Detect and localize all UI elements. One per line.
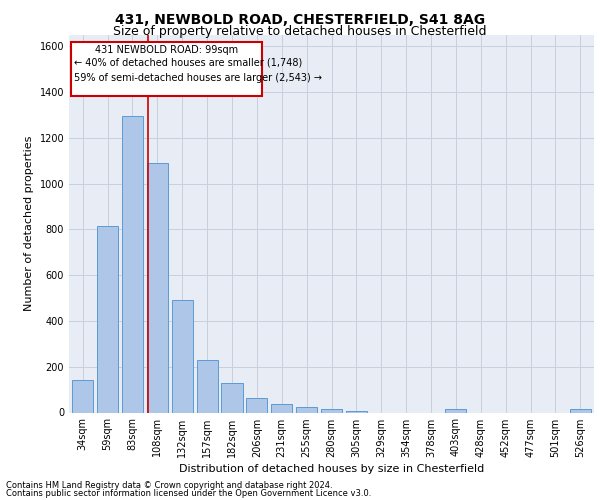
Text: ← 40% of detached houses are smaller (1,748): ← 40% of detached houses are smaller (1,… — [74, 58, 302, 68]
Bar — [122, 116, 143, 412]
Bar — [197, 360, 218, 412]
Text: 431 NEWBOLD ROAD: 99sqm: 431 NEWBOLD ROAD: 99sqm — [95, 46, 238, 56]
X-axis label: Distribution of detached houses by size in Chesterfield: Distribution of detached houses by size … — [179, 464, 484, 474]
Bar — [97, 226, 118, 412]
Bar — [321, 409, 342, 412]
Bar — [271, 404, 292, 412]
Bar — [72, 380, 93, 412]
Bar — [147, 163, 168, 412]
Bar — [570, 409, 591, 412]
Text: Contains public sector information licensed under the Open Government Licence v3: Contains public sector information licen… — [6, 488, 371, 498]
Bar — [246, 398, 268, 412]
Bar — [445, 409, 466, 412]
Bar — [296, 407, 317, 412]
Bar — [172, 300, 193, 412]
Text: Size of property relative to detached houses in Chesterfield: Size of property relative to detached ho… — [113, 25, 487, 38]
Text: 59% of semi-detached houses are larger (2,543) →: 59% of semi-detached houses are larger (… — [74, 73, 322, 83]
Y-axis label: Number of detached properties: Number of detached properties — [24, 136, 34, 312]
Bar — [221, 383, 242, 412]
Text: Contains HM Land Registry data © Crown copyright and database right 2024.: Contains HM Land Registry data © Crown c… — [6, 481, 332, 490]
Text: 431, NEWBOLD ROAD, CHESTERFIELD, S41 8AG: 431, NEWBOLD ROAD, CHESTERFIELD, S41 8AG — [115, 12, 485, 26]
Bar — [71, 42, 262, 96]
